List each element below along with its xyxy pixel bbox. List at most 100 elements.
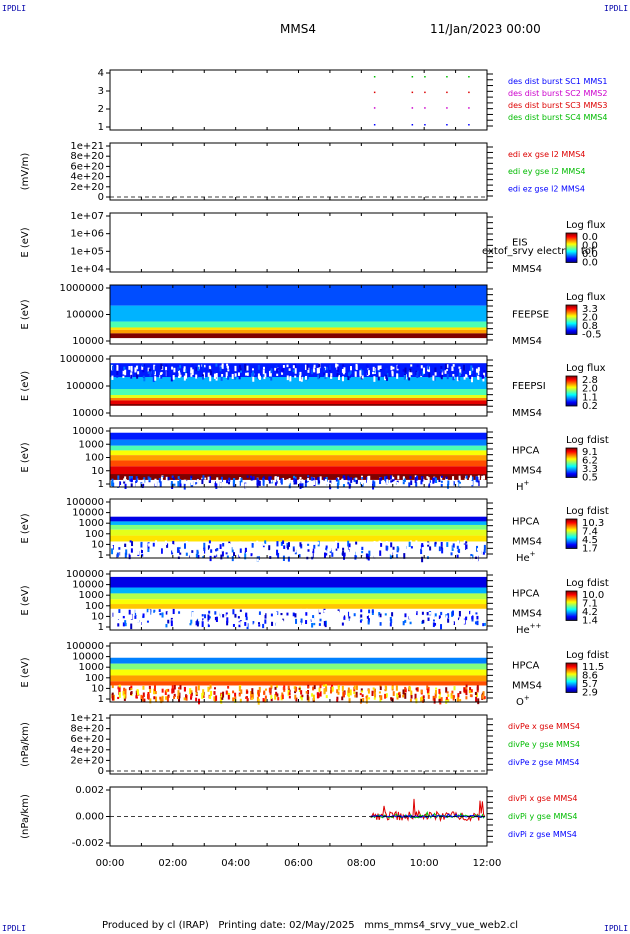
spectrogram-speck (220, 554, 223, 560)
colorbar-tick-label: 0.0 (582, 258, 598, 269)
colorbar-tick-label: 1.4 (582, 616, 598, 627)
spectrogram-speck (124, 479, 127, 482)
spectrogram-band (110, 404, 487, 406)
spectrogram-speck (191, 612, 194, 618)
spectrogram-speck (234, 546, 237, 553)
spectrogram-speck (122, 610, 125, 614)
spectrogram-speck (122, 622, 125, 627)
spectrogram-speck (190, 696, 193, 700)
spectrogram-speck (347, 549, 350, 555)
spectrogram-speck (451, 480, 454, 486)
spectrogram-speck (289, 375, 292, 382)
spectrogram-speck (434, 617, 437, 624)
spectrogram-speck (135, 696, 138, 699)
spectrogram-speck (287, 556, 290, 562)
spectrogram-speck (427, 548, 430, 554)
spectrogram-speck (154, 478, 157, 481)
spectrogram-speck (300, 695, 303, 701)
spectrogram-speck (256, 373, 259, 377)
spectrogram-speck (142, 609, 145, 614)
spectrogram-speck (458, 372, 461, 377)
spectrogram-speck (305, 608, 308, 615)
spectrogram-speck (349, 553, 352, 557)
spectrogram-speck (470, 369, 473, 375)
spectrogram-speck (482, 623, 485, 627)
spectrogram-speck (298, 546, 301, 551)
spectrogram-speck (438, 479, 441, 483)
spectrogram-speck (390, 365, 393, 371)
spectrogram-band (110, 474, 487, 480)
spectrogram-speck (286, 612, 289, 616)
spectrogram-speck (439, 371, 442, 378)
spectrogram-speck (177, 623, 180, 628)
spectrogram-speck (404, 619, 407, 623)
spectrogram-speck (420, 696, 423, 700)
spectrogram-speck (262, 366, 265, 370)
spectrogram-speck (477, 480, 480, 487)
spectrogram-speck (368, 475, 371, 482)
spectrogram-speck (207, 623, 210, 628)
spectrogram-speck (280, 612, 283, 616)
spectrogram-speck (465, 611, 468, 617)
spectrogram-speck (458, 614, 461, 619)
spectrogram-speck (221, 365, 224, 368)
spectrogram-speck (420, 480, 423, 485)
colorbar-tick-label: 3.3 (582, 304, 598, 315)
spectrogram-speck (142, 613, 145, 618)
spectrogram-speck (141, 698, 144, 702)
spectrogram-speck (179, 365, 182, 369)
spectrogram-speck (280, 695, 283, 701)
colorbar-tick-label: 0.0 (582, 241, 598, 252)
spectrogram-speck (385, 368, 388, 371)
spectrogram-speck (231, 373, 234, 379)
spectrogram-speck (130, 476, 133, 481)
spectrogram-speck (177, 612, 180, 617)
colorbar-tick-label: 11.5 (582, 662, 604, 673)
y-tick-label: 100000 (66, 497, 104, 508)
spectrogram-speck (166, 696, 169, 702)
spectrogram-speck (201, 692, 204, 699)
corner-label-top-left: IPDLI (2, 4, 27, 13)
spectrogram-speck (208, 610, 211, 614)
spectrogram-speck (469, 610, 472, 615)
spectrogram-speck (385, 554, 388, 561)
spectrogram-speck (173, 685, 176, 690)
spectrogram-speck (445, 478, 448, 483)
spectrogram-speck (172, 608, 175, 615)
spectrogram-speck (183, 621, 186, 626)
spectrogram-speck (446, 373, 449, 380)
spectrogram-speck (347, 477, 350, 481)
spectrogram-speck (397, 373, 400, 378)
spectrogram-speck (190, 367, 193, 374)
spectrogram-speck (324, 373, 327, 380)
spectrogram-speck (440, 541, 443, 547)
spectrogram-speck (463, 619, 466, 624)
spectrogram-speck (440, 369, 443, 373)
spectrogram-speck (337, 609, 340, 613)
spectrogram-speck (458, 366, 461, 369)
spectrogram-speck (258, 480, 261, 486)
spectrogram-speck (179, 552, 182, 555)
spectrogram-speck (452, 364, 455, 367)
spectrogram-speck (392, 616, 395, 620)
spectrogram-speck (148, 543, 151, 547)
y-tick-label: 100000 (66, 641, 104, 652)
spectrogram-speck (373, 376, 376, 382)
spectrogram-speck (262, 374, 265, 379)
spectrogram-speck (465, 375, 468, 378)
spectrogram-speck (465, 689, 468, 696)
spectrogram-speck (305, 548, 308, 553)
spectrogram-speck (469, 475, 472, 481)
spectrogram-speck (117, 619, 120, 625)
spectrogram-speck (414, 693, 417, 700)
spectrogram-speck (337, 375, 340, 381)
spectrogram-speck (117, 481, 120, 487)
spectrogram-speck (374, 693, 377, 698)
y-tick-label: 1000 (79, 590, 104, 601)
spectrogram-speck (463, 687, 466, 692)
spectrogram-speck (167, 611, 170, 618)
y-tick-label: 0 (98, 766, 104, 777)
spacecraft-title: MMS4 (280, 22, 316, 36)
spectrogram-speck (300, 618, 303, 623)
spectrogram-speck (222, 691, 225, 698)
